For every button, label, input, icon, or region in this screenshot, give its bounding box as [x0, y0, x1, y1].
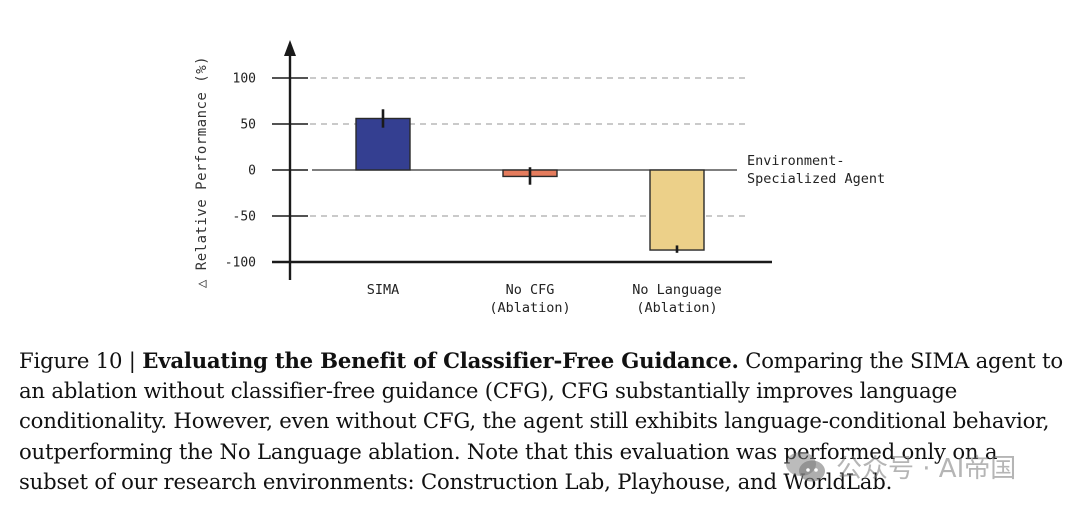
y-tick-label: -100 — [225, 256, 256, 271]
x-category-labels: SIMA No CFG (Ablation) No Language (Ablation… — [367, 282, 722, 316]
caption-body: Comparing the SIMA agent to an ablation … — [19, 348, 1063, 494]
figure-caption: Figure 10 | Evaluating the Benefit of Cl… — [19, 346, 1071, 497]
x-category-label: No CFG — [506, 282, 555, 298]
bars — [355, 109, 705, 253]
caption-title: Evaluating the Benefit of Classifier-Fre… — [142, 348, 739, 373]
bar-2 — [649, 169, 705, 251]
y-tick-label: -50 — [233, 210, 256, 225]
chart: 100 50 0 -50 -100 SIMA No CFG (Ablation) No Lan… — [194, 40, 885, 316]
y-tick-label: 0 — [248, 164, 256, 179]
axes — [272, 40, 772, 280]
y-tick-label: 100 — [233, 72, 256, 87]
reference-label-line: Specialized Agent — [747, 171, 885, 187]
x-category-label: (Ablation) — [636, 300, 717, 316]
x-category-label: SIMA — [367, 282, 400, 298]
reference-label-line: Environment- — [747, 153, 845, 169]
y-ticks: 100 50 0 -50 -100 — [225, 72, 308, 271]
y-tick-label: 50 — [240, 118, 256, 133]
reference-line-label: Environment- Specialized Agent — [747, 153, 885, 187]
y-axis-arrow — [284, 40, 296, 56]
x-category-label: No Language — [632, 282, 721, 298]
y-axis-label: △ Relative Performance (%) — [194, 56, 210, 288]
caption-prefix: Figure 10 | — [19, 348, 143, 373]
x-category-label: (Ablation) — [489, 300, 570, 316]
